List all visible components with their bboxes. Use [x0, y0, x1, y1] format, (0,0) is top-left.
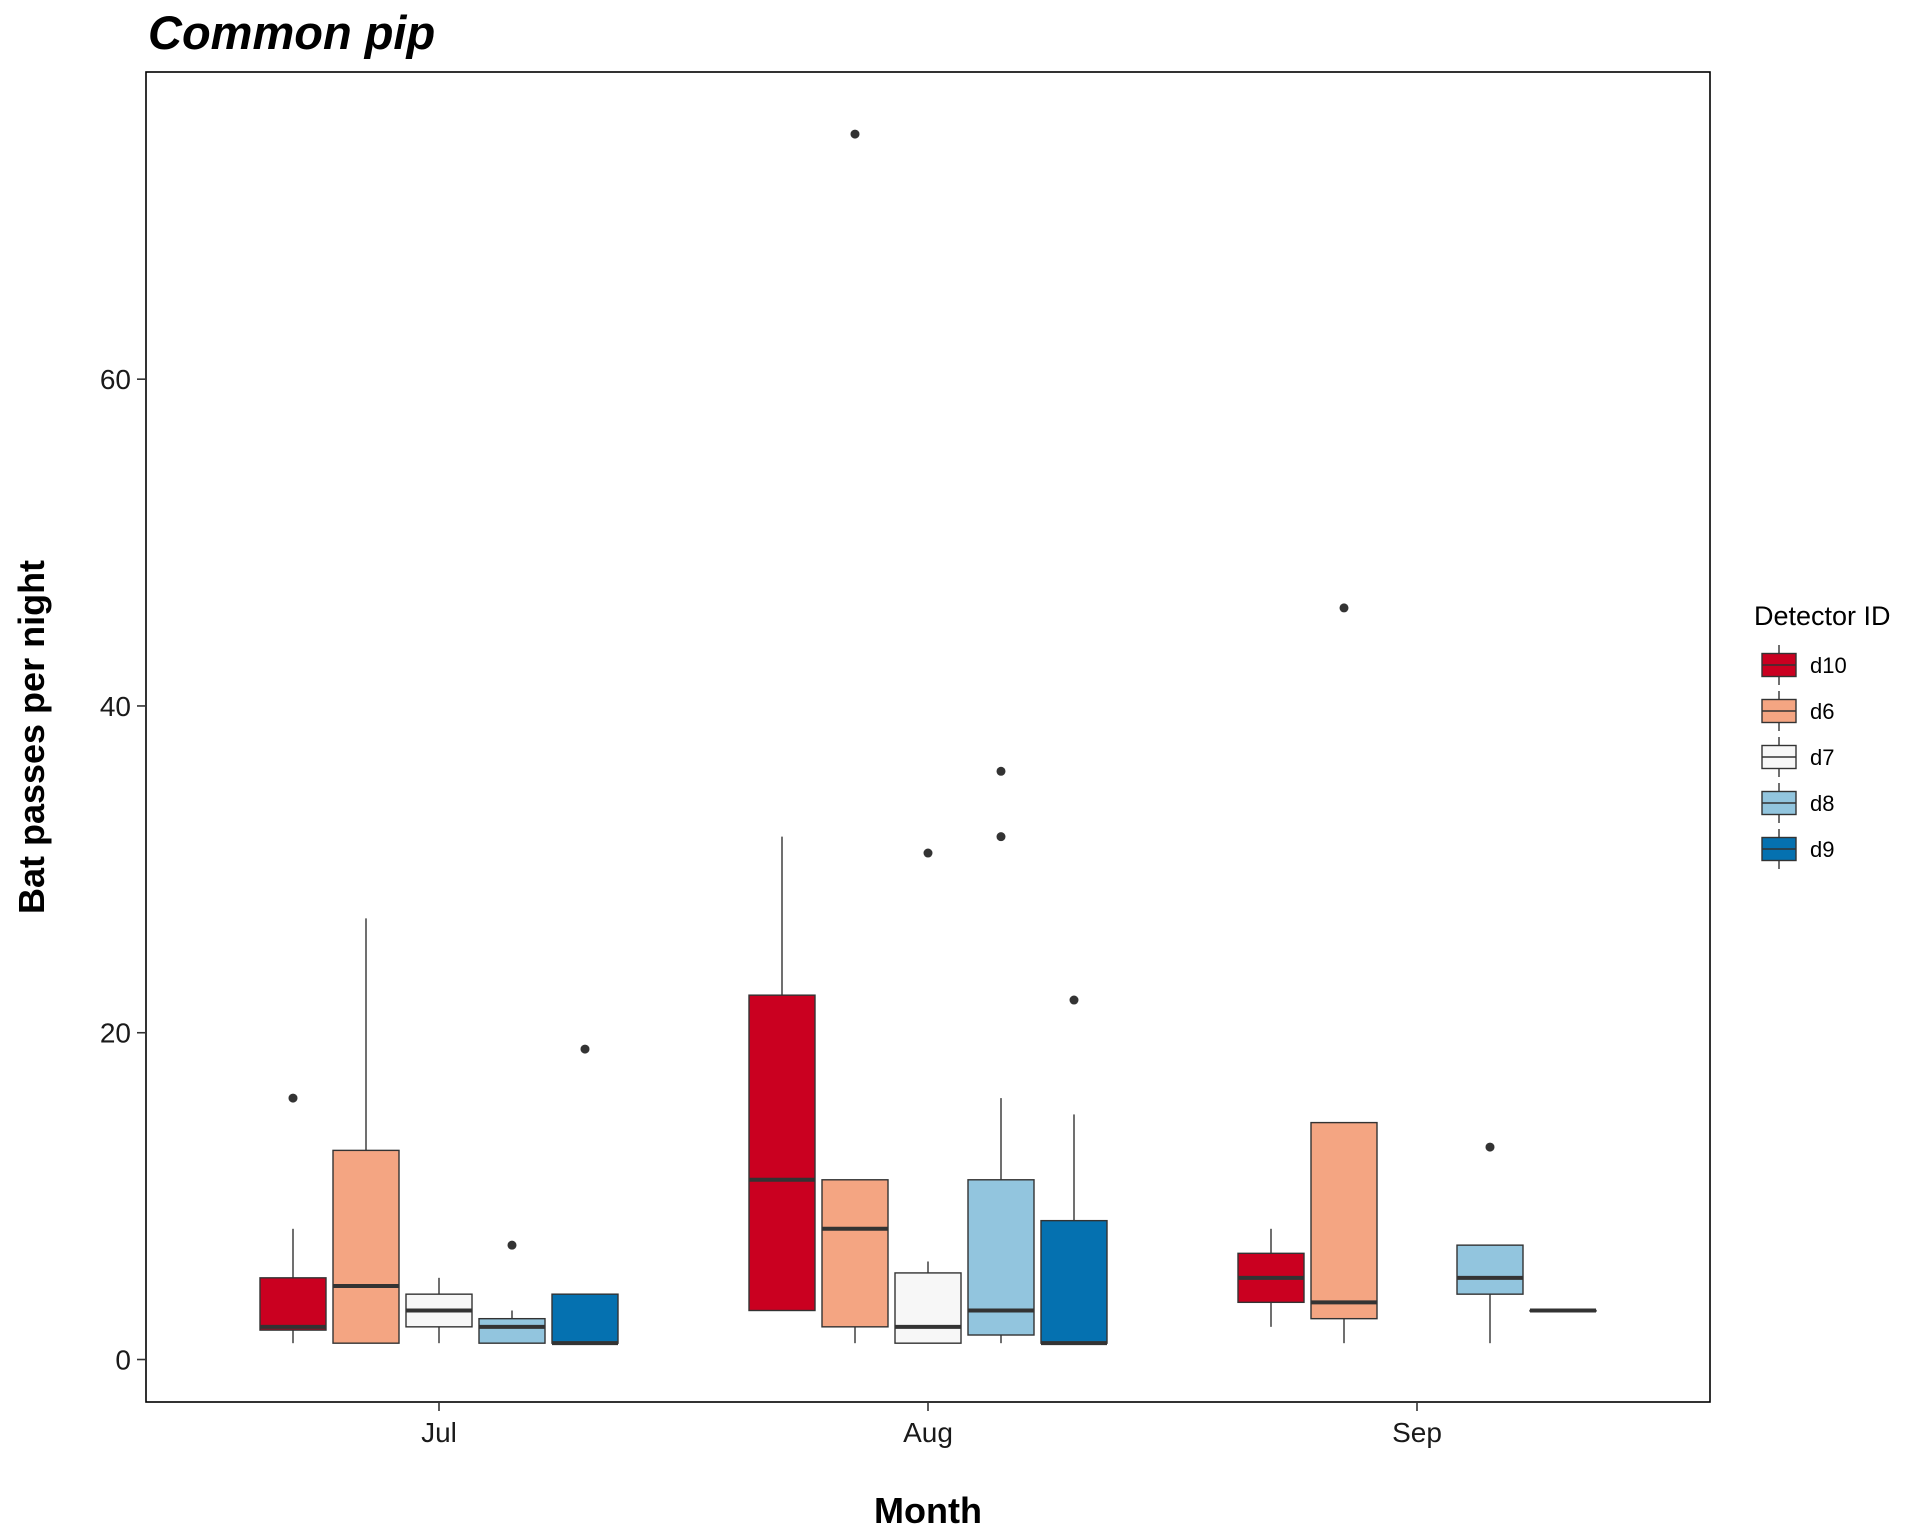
box-body: [259, 1277, 327, 1331]
legend-item-d6: d6: [1761, 691, 1834, 731]
box-d8-aug: [967, 766, 1035, 1344]
box-d9-aug: [1040, 995, 1108, 1346]
series-d8: [478, 766, 1524, 1344]
outlier-point: [507, 1240, 517, 1250]
box-body: [1456, 1244, 1524, 1295]
y-tick-label: 20: [100, 1018, 131, 1049]
box-body: [748, 994, 816, 1312]
box-body: [1310, 1121, 1378, 1320]
box-d10-jul: [259, 1093, 327, 1344]
box-d6-sep: [1310, 603, 1378, 1344]
legend-title: Detector ID: [1754, 601, 1891, 631]
legend-label: d8: [1810, 791, 1834, 816]
series-d6: [332, 129, 1378, 1344]
x-axis-title: Month: [874, 1490, 982, 1531]
y-tick-label: 40: [100, 691, 131, 722]
chart-title: Common pip: [148, 6, 435, 59]
y-tick-label: 60: [100, 364, 131, 395]
y-axis: 0 20 40 60: [100, 364, 146, 1376]
box-d6-jul: [332, 918, 400, 1344]
legend-item-d9: d9: [1761, 829, 1834, 869]
outlier-point: [1069, 995, 1079, 1005]
box-d7-aug: [894, 848, 962, 1344]
outlier-point: [288, 1093, 298, 1103]
plot-marks: [259, 129, 1597, 1346]
x-axis: Jul Aug Sep: [421, 1402, 1442, 1448]
x-tick-label: Sep: [1392, 1417, 1442, 1448]
legend-item-d8: d8: [1761, 783, 1834, 823]
x-tick-label: Aug: [903, 1417, 953, 1448]
box-body: [332, 1149, 400, 1344]
y-axis-title: Bat passes per night: [11, 560, 52, 914]
box-body: [478, 1317, 546, 1344]
box-d6-aug: [821, 129, 889, 1344]
series-d9: [551, 995, 1597, 1346]
box-body: [1040, 1219, 1108, 1344]
box-body: [894, 1272, 962, 1344]
outlier-point: [996, 766, 1006, 776]
outlier-point: [850, 129, 860, 139]
box-d9-sep: [1529, 1308, 1597, 1313]
box-d8-sep: [1456, 1142, 1524, 1344]
legend-label: d9: [1810, 837, 1834, 862]
box-body: [821, 1179, 889, 1328]
legend-item-d10: d10: [1761, 645, 1847, 685]
box-d9-jul: [551, 1044, 619, 1346]
legend-label: d7: [1810, 745, 1834, 770]
outlier-point: [996, 832, 1006, 842]
y-tick-label: 0: [115, 1345, 131, 1376]
outlier-point: [1339, 603, 1349, 613]
x-tick-label: Jul: [421, 1417, 457, 1448]
box-d10-sep: [1237, 1228, 1305, 1327]
box-d10-aug: [748, 836, 816, 1312]
box-d7-jul: [405, 1277, 473, 1344]
legend: Detector ID d10 d6 d7 d8 d9: [1754, 601, 1891, 869]
legend-items: d10 d6 d7 d8 d9: [1761, 645, 1847, 869]
series-d10: [259, 836, 1305, 1344]
outlier-point: [1485, 1142, 1495, 1152]
box-d8-jul: [478, 1240, 546, 1344]
legend-label: d6: [1810, 699, 1834, 724]
outlier-point: [580, 1044, 590, 1054]
outlier-point: [923, 848, 933, 858]
series-d7: [405, 848, 962, 1344]
legend-item-d7: d7: [1761, 737, 1834, 777]
box-body: [551, 1293, 619, 1344]
legend-label: d10: [1810, 653, 1847, 678]
